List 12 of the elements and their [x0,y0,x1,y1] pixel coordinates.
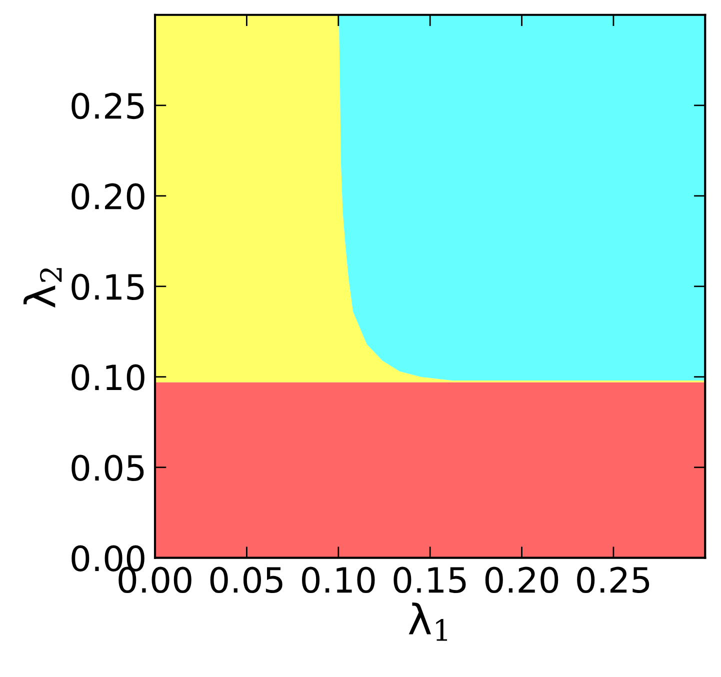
y-tick-label: 0.10 [72,364,144,391]
y-tick-label: 0.25 [72,92,144,120]
y-axis-title: λ$_{2}$ [23,268,62,308]
x-tick-label: 0.20 [485,566,558,594]
y-tick-label: 0.15 [72,274,144,300]
y-tick-label: 0.20 [72,183,144,210]
x-tick-label: 0.10 [302,566,375,594]
x-tick-label: 0.15 [394,566,466,594]
x-tick-label: 0.25 [577,566,650,594]
y-tick-label: 0.05 [72,454,144,482]
x-axis-title: λ$_{1}$ [408,602,448,641]
x-tick-label: 0.05 [210,566,282,594]
